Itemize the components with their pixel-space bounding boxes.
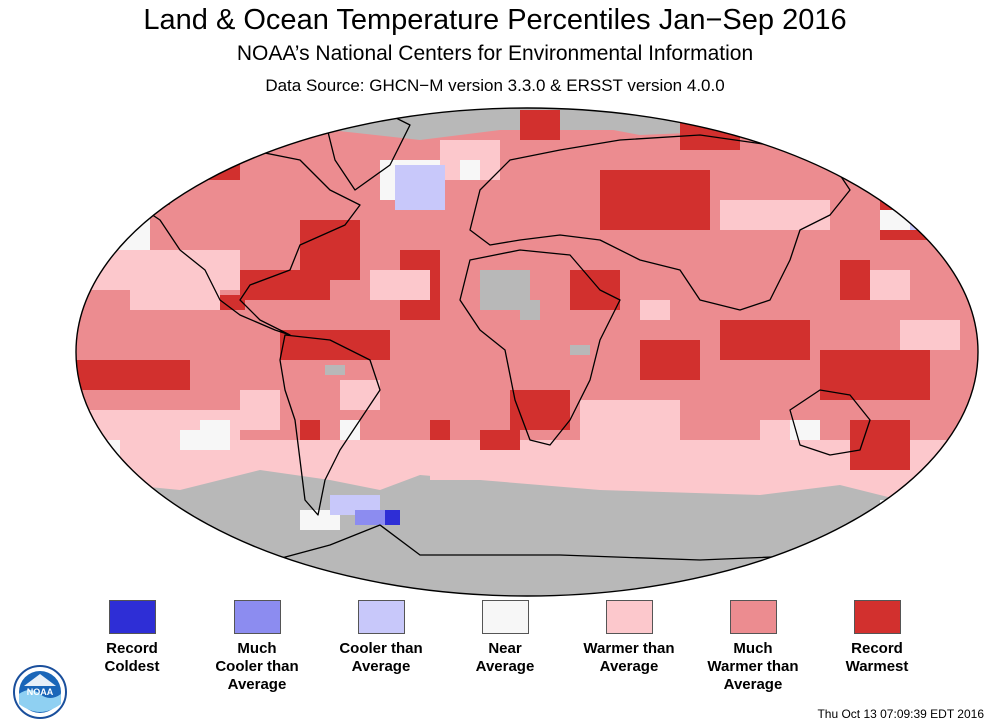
legend-swatch-much-warmer (730, 600, 777, 634)
legend-label-record-warmest: Record Warmest (845, 640, 909, 675)
australia-outline (789, 389, 871, 456)
warmer-cells (76, 140, 960, 480)
timestamp: Thu Oct 13 07:09:39 EDT 2016 (817, 707, 984, 721)
south-america-outline (279, 334, 381, 516)
legend-swatch-record-warmest (854, 600, 901, 634)
legend-label-much-warmer: Much Warmer than Average (707, 640, 799, 693)
legend-label-much-cooler: Much Cooler than Average (215, 640, 299, 693)
antarctic-no-data (76, 470, 978, 596)
legend-swatch-much-cooler (234, 600, 281, 634)
legend-label-record-coldest: Record Coldest (104, 640, 160, 675)
legend-label-warmer: Warmer than Average (583, 640, 675, 675)
data-source: Data Source: GHCN−M version 3.3.0 & ERSS… (265, 76, 725, 95)
legend-label-cooler: Cooler than Average (339, 640, 423, 675)
africa-outline (459, 249, 621, 446)
globe-outline (75, 107, 979, 597)
legend-label-near-average: Near Average (475, 640, 535, 675)
noaa-logo-text: NOAA (27, 687, 54, 697)
legend-swatch-warmer (606, 600, 653, 634)
north-america-outline (119, 149, 361, 336)
legend-swatch-record-coldest (109, 600, 156, 634)
map-title: Land & Ocean Temperature Percentiles Jan… (143, 4, 847, 36)
noaa-logo: NOAA (13, 665, 67, 719)
land-no-data-cells (325, 270, 590, 375)
record-cold-cells (385, 510, 400, 525)
europe-asia-outline (469, 134, 851, 311)
legend-swatch-near-average (482, 600, 529, 634)
legend-swatch-cooler (358, 600, 405, 634)
world-map (75, 107, 979, 597)
map-subtitle: NOAA’s National Centers for Environmenta… (236, 42, 754, 65)
